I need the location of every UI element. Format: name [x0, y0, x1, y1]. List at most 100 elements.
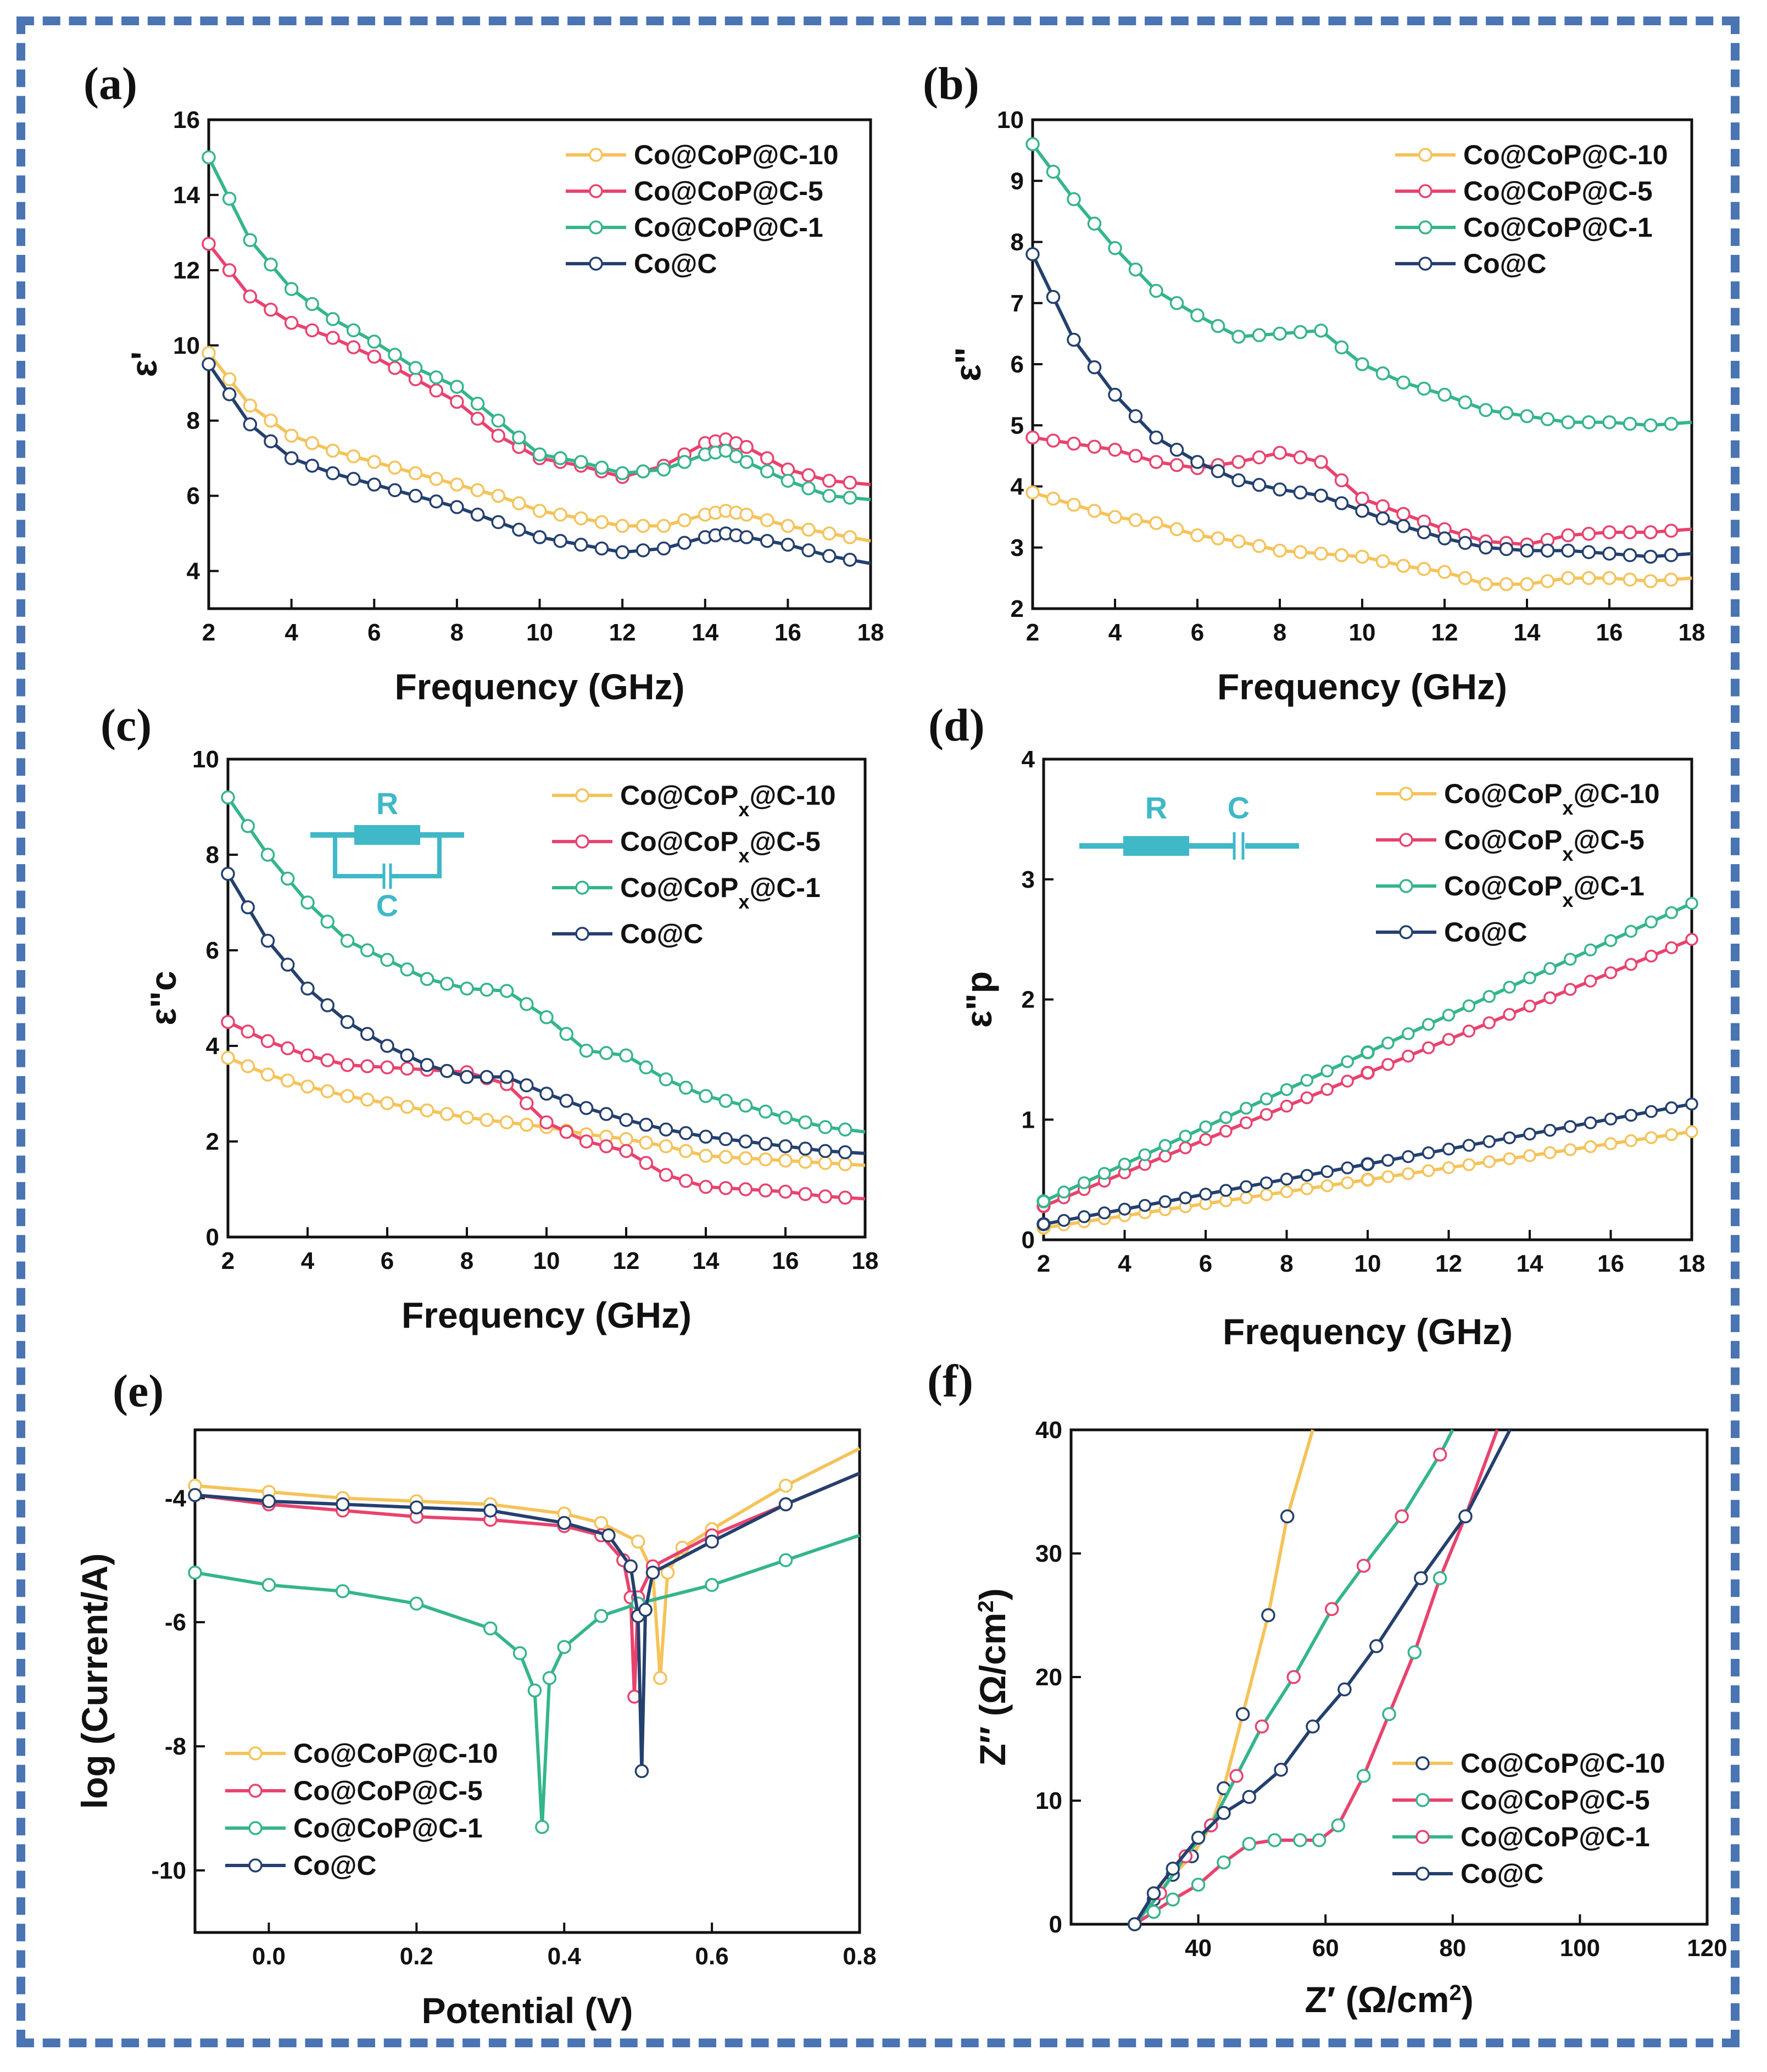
data-point — [1523, 1149, 1536, 1162]
data-point — [346, 472, 361, 486]
data-point — [574, 537, 588, 552]
data-point — [1604, 966, 1618, 979]
data-point — [636, 519, 650, 533]
x-tick-label: 16 — [1596, 619, 1623, 646]
data-point — [615, 545, 629, 560]
data-point — [532, 504, 547, 518]
data-point — [1564, 983, 1577, 996]
data-point — [1645, 949, 1658, 963]
data-point — [284, 451, 299, 465]
data-point — [1402, 1150, 1415, 1163]
data-point — [1581, 415, 1596, 430]
x-tick-label: 8 — [460, 1247, 473, 1274]
x-tick-label: 0.8 — [843, 1943, 876, 1970]
data-point — [1280, 1509, 1295, 1524]
data-point — [409, 1596, 424, 1611]
data-point — [1199, 1188, 1212, 1201]
data-point — [679, 1144, 693, 1158]
data-point — [1331, 1818, 1346, 1833]
x-tick-label: 18 — [1679, 1250, 1705, 1277]
data-point — [1375, 554, 1390, 569]
data-point — [801, 468, 816, 482]
data-point — [798, 1155, 812, 1169]
data-point — [1375, 366, 1390, 381]
data-point — [1190, 455, 1205, 469]
data-point — [574, 511, 588, 526]
data-point — [408, 361, 423, 375]
data-point — [380, 1039, 394, 1053]
legend-marker — [248, 1784, 263, 1798]
x-tick-label: 16 — [774, 619, 801, 646]
legend-marker — [1415, 1756, 1430, 1770]
data-point — [1561, 571, 1575, 586]
data-point — [1166, 1892, 1180, 1907]
capacitor-label: C — [376, 888, 398, 923]
data-point — [1199, 1133, 1212, 1146]
data-point — [1482, 1016, 1496, 1029]
data-point — [1235, 1707, 1250, 1722]
data-point — [1138, 1199, 1152, 1212]
data-point — [759, 1104, 773, 1119]
data-point — [1312, 1833, 1326, 1847]
y-tick-label: -10 — [151, 1857, 186, 1884]
data-point — [739, 508, 754, 522]
data-point — [1334, 496, 1349, 510]
legend-label: Co@CoP@C-5 — [293, 1775, 483, 1806]
data-point — [759, 1137, 773, 1151]
panel-f: (f) 40 60 80 100 120 0 10 20 30 40 Z′ (Ω/cm2) Z″ (Ω/… — [927, 1356, 1727, 2020]
data-point — [778, 1110, 793, 1125]
data-point — [1564, 1143, 1577, 1156]
data-point — [539, 1010, 554, 1024]
data-point — [1128, 513, 1143, 527]
data-point — [1067, 192, 1081, 207]
data-point — [1286, 1670, 1301, 1684]
legend-marker — [589, 220, 603, 235]
y-tick-label: 4 — [1022, 746, 1035, 773]
panel-label-a: (a) — [83, 58, 137, 109]
x-tick-label: 12 — [613, 1247, 640, 1274]
data-point — [281, 871, 295, 886]
data-point — [1361, 1173, 1374, 1187]
panel-label-c: (c) — [101, 700, 152, 751]
data-point — [1314, 488, 1328, 503]
legend-marker — [1399, 879, 1413, 893]
x-tick-label: 8 — [450, 619, 464, 646]
data-point — [1645, 1105, 1658, 1118]
data-point — [1128, 1917, 1142, 1931]
data-point — [400, 1061, 414, 1076]
data-point — [1417, 381, 1431, 396]
legend-label: Co@CoP@C-5 — [1461, 1785, 1650, 1815]
data-point — [1037, 1195, 1050, 1208]
data-point — [1057, 1213, 1071, 1227]
data-point — [1540, 543, 1555, 558]
x-tick-label: 2 — [221, 1247, 235, 1274]
data-point — [1046, 164, 1061, 179]
data-point — [221, 1015, 235, 1029]
data-point — [326, 331, 340, 345]
data-point — [470, 483, 485, 498]
data-point — [1602, 547, 1617, 561]
data-point — [659, 1072, 673, 1087]
data-point — [202, 150, 216, 165]
data-point — [1503, 981, 1516, 994]
data-point — [300, 895, 315, 910]
data-point — [261, 1494, 276, 1508]
series-line-f-1 — [1134, 1429, 1499, 1926]
series-line-f-2 — [1133, 1429, 1454, 1925]
data-point — [1025, 485, 1040, 500]
legend-label: Co@CoP@C-1 — [293, 1813, 483, 1843]
data-point — [429, 370, 443, 385]
data-point — [320, 1053, 335, 1067]
data-point — [1108, 387, 1122, 402]
data-point — [261, 1578, 276, 1592]
data-point — [440, 977, 454, 991]
y-tick-label: 8 — [187, 408, 200, 435]
figure-frame — [16, 16, 1740, 2047]
data-point — [738, 1182, 753, 1196]
legend-marker — [248, 1746, 263, 1761]
data-point — [1417, 525, 1431, 539]
data-point — [1356, 1769, 1371, 1783]
data-point — [1407, 1645, 1422, 1659]
x-tick-label: 18 — [857, 619, 884, 646]
data-point — [221, 790, 235, 805]
